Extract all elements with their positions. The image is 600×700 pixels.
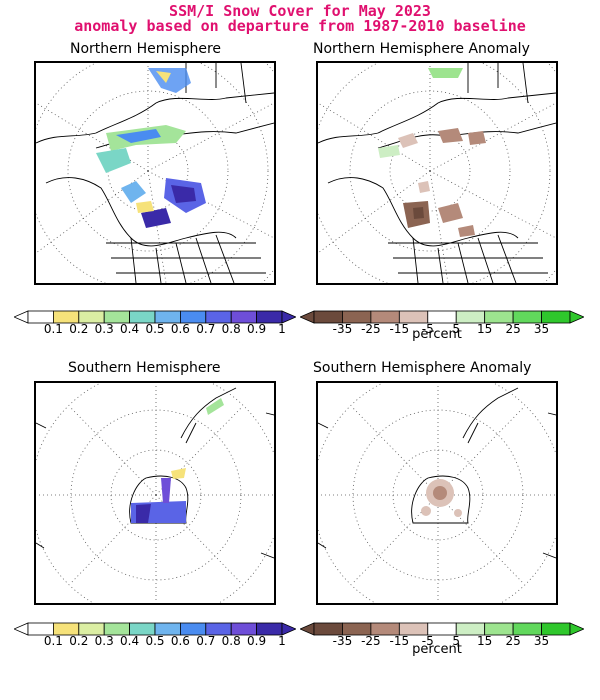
colorbar-tick-label: 0.8	[221, 322, 241, 336]
colorbar-arrow-left	[14, 622, 29, 636]
colorbar-tick-label: -15	[389, 322, 410, 336]
colorbar-tick-label: 0.6	[170, 634, 190, 648]
colorbar-tick-label: 0.4	[120, 634, 140, 648]
colorbar-tick-label: 0.3	[94, 634, 114, 648]
colorbar-tick-label: 0.3	[94, 322, 114, 336]
colorbar-tick-label: 0.9	[247, 322, 267, 336]
colorbar-tick-label: 0.2	[69, 634, 89, 648]
colorbar-tick-label: 25	[505, 634, 521, 648]
colorbar-tick-label: 0.9	[247, 634, 267, 648]
colorbar-tick-label: 5	[452, 322, 461, 336]
colorbar-tick-label: -35	[332, 322, 353, 336]
sh-anomaly-unit-label: percent	[412, 642, 462, 657]
colorbar-tick-label: 25	[505, 322, 521, 336]
colorbar-tick-label: 0.2	[69, 322, 89, 336]
colorbar-tick-label: 35	[533, 322, 550, 336]
nh-anomaly-colorbar	[300, 310, 584, 324]
nh-anomaly-map	[316, 61, 558, 285]
colorbar-arrow-left	[300, 310, 315, 324]
colorbar-tick-label: 5	[452, 634, 461, 648]
figure-title-line2: anomaly based on departure from 1987-201…	[74, 17, 526, 35]
colorbar-tick-label: 0.4	[120, 322, 140, 336]
colorbar-tick-label: 1	[278, 634, 286, 648]
colorbar-tick-label: -25	[361, 634, 381, 648]
colorbar-tick-label: -35	[332, 634, 353, 648]
colorbar-tick-label: -15	[389, 634, 410, 648]
sh-anomaly-title: Southern Hemisphere Anomaly	[313, 360, 532, 376]
colorbar-arrow-right	[281, 310, 296, 324]
nh-anomaly-title: Northern Hemisphere Anomaly	[313, 41, 530, 57]
nh-cover-title: Northern Hemisphere	[70, 41, 221, 57]
colorbar-arrow-left	[300, 622, 315, 636]
colorbar-arrow-right	[569, 622, 584, 636]
colorbar-arrow-right	[569, 310, 584, 324]
colorbar-tick-label: 1	[278, 322, 286, 336]
colorbar-tick-label: 35	[533, 634, 550, 648]
figure-title-line1: SSM/I Snow Cover for May 2023	[169, 2, 431, 20]
sh-cover-title: Southern Hemisphere	[68, 360, 221, 376]
colorbar-tick-label: 15	[477, 634, 493, 648]
colorbar-tick-label: 0.1	[43, 322, 63, 336]
colorbar-arrow-left	[14, 310, 29, 324]
sh-cover-map	[34, 381, 276, 605]
colorbar-tick-label: -5	[421, 634, 434, 648]
colorbar-tick-label: 0.7	[196, 634, 216, 648]
colorbar-arrow-right	[281, 622, 296, 636]
colorbar-tick-label: 0.7	[196, 322, 216, 336]
colorbar-tick-label: 0.6	[170, 322, 190, 336]
colorbar-tick-label: 0.5	[145, 322, 165, 336]
colorbar-tick-label: 0.1	[43, 634, 63, 648]
sh-anomaly-map	[316, 381, 558, 605]
nh-anomaly-unit-label: percent	[412, 327, 462, 342]
colorbar-tick-label: 15	[477, 322, 493, 336]
sh-cover-colorbar	[14, 622, 296, 636]
sh-anomaly-colorbar	[300, 622, 584, 636]
colorbar-tick-label: -5	[421, 322, 434, 336]
nh-cover-map	[34, 61, 276, 285]
colorbar-tick-label: 0.8	[221, 634, 241, 648]
colorbar-tick-label: -25	[361, 322, 381, 336]
nh-cover-colorbar	[14, 310, 296, 324]
colorbar-tick-label: 0.5	[145, 634, 165, 648]
